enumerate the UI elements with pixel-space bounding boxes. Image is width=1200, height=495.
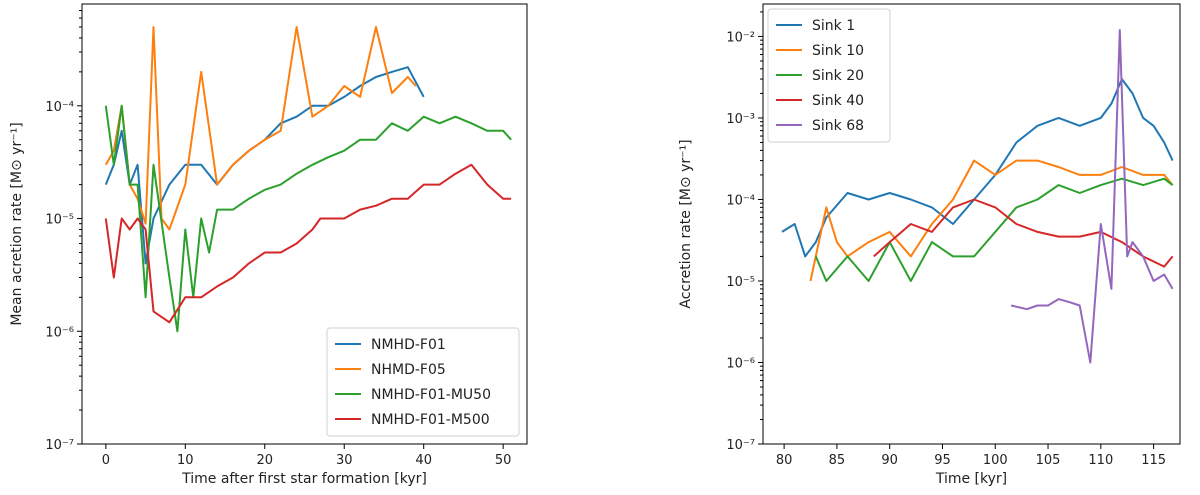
legend-entry: NMHD-F01 (371, 337, 446, 353)
legend-entry: NMHD-F01-M500 (371, 412, 490, 428)
x-axis-label: Time [kyr] (935, 471, 1007, 487)
y-tick-label: 10⁻⁶ (45, 325, 74, 340)
x-tick-label: 0 (102, 453, 110, 468)
series-line-sink-20 (814, 177, 1174, 282)
legend-entry: Sink 40 (812, 93, 864, 109)
legend: NMHD-F01 NHMD-F05 NMHD-F01-MU50 NMHD-F01-M5… (326, 327, 520, 437)
legend-entry: Sink 10 (812, 43, 864, 59)
series-line-sink-40 (873, 198, 1174, 268)
y-axis-label: Mean acretion rate [M⊙ yr⁻¹] (9, 122, 25, 325)
legend-entry: Sink 68 (812, 118, 864, 134)
legend-entry: NHMD-F05 (371, 362, 446, 378)
legend-entry: NMHD-F01-MU50 (371, 387, 491, 403)
x-tick-label: 115 (1141, 453, 1166, 468)
x-axis-label: Time after first star formation [kyr] (181, 471, 427, 487)
x-tick-label: 80 (776, 453, 793, 468)
x-tick-label: 40 (415, 453, 432, 468)
y-tick-label: 10⁻⁶ (726, 356, 755, 371)
x-tick-label: 100 (983, 453, 1008, 468)
series-line-sink-10 (809, 159, 1174, 282)
legend-box (326, 327, 520, 437)
left-chart-mean-accretion-rate: 0 10 20 30 40 50 10⁻⁷ 10⁻⁶ 10⁻⁵ 10⁻⁴ Time after fi… (9, 3, 528, 487)
y-tick-label: 10⁻⁵ (45, 213, 74, 228)
x-tick-label: 95 (934, 453, 951, 468)
x-tick-label: 85 (829, 453, 846, 468)
y-tick-label: 10⁻⁷ (45, 438, 74, 453)
y-tick-label: 10⁻⁷ (726, 438, 755, 453)
legend-entry: Sink 20 (812, 68, 864, 84)
legend-box (767, 8, 891, 143)
legend: Sink 1 Sink 10 Sink 20 Sink 40 Sink 68 (767, 8, 891, 143)
y-tick-label: 10⁻⁴ (726, 193, 755, 208)
y-tick-label: 10⁻⁵ (726, 275, 755, 290)
series-line-nmhd-f01-m500 (104, 163, 512, 324)
x-tick-label: 30 (336, 453, 353, 468)
right-chart-sink-accretion-rate: 80 85 90 95 100 105 110 115 10⁻⁷ 10⁻⁶ 10⁻⁵ 10⁻⁴ 10⁻³… (678, 3, 1181, 487)
x-tick-label: 110 (1088, 453, 1113, 468)
series-line-sink-68 (1010, 29, 1174, 364)
series-group (781, 29, 1174, 364)
series-group (104, 26, 512, 333)
x-tick-label: 105 (1036, 453, 1061, 468)
x-tick-label: 50 (495, 453, 512, 468)
y-tick-label: 10⁻³ (726, 112, 755, 127)
y-axis-label: Accretion rate [M⊙ yr⁻¹] (678, 139, 694, 308)
y-tick-label: 10⁻⁴ (45, 100, 74, 115)
series-line-nmhd-f01-mu50 (104, 104, 512, 333)
x-tick-label: 10 (177, 453, 194, 468)
x-tick-label: 90 (881, 453, 898, 468)
legend-entry: Sink 1 (812, 18, 855, 34)
x-tick-label: 20 (256, 453, 273, 468)
y-tick-label: 10⁻² (726, 30, 755, 45)
